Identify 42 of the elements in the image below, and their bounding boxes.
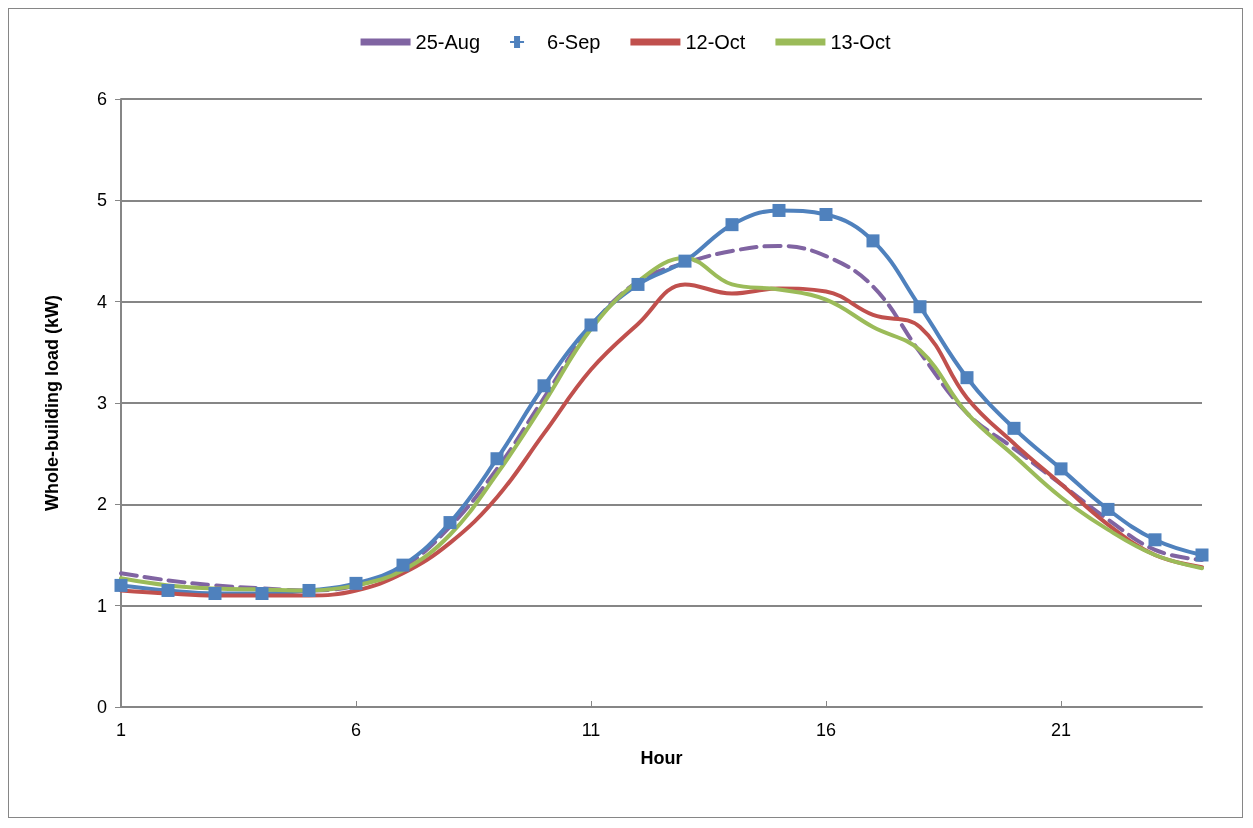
x-tick-label: 16 (815, 720, 837, 740)
x-tick-label: 6 (350, 720, 362, 740)
x-tick-label: 1 (115, 720, 127, 740)
point (208, 587, 222, 601)
y-tick-label: 1 (96, 595, 107, 616)
point (913, 300, 927, 314)
point (490, 452, 504, 466)
point (772, 203, 786, 217)
point (819, 208, 833, 222)
point (161, 583, 175, 597)
point (584, 318, 598, 332)
point (1101, 502, 1115, 516)
point (1148, 533, 1162, 547)
x-axis-title: Hour (640, 748, 683, 768)
legend-label: 25-Aug (415, 31, 481, 53)
point (631, 277, 645, 291)
point (302, 583, 316, 597)
point (443, 516, 457, 530)
legend-label: 13-Oct (830, 31, 891, 53)
legend-label: 12-Oct (685, 31, 746, 53)
x-tick-label: 11 (581, 720, 601, 740)
point (396, 558, 410, 572)
y-tick-label: 5 (96, 190, 107, 211)
point (349, 576, 363, 590)
x-tick-label: 21 (1050, 720, 1072, 740)
point (1054, 462, 1068, 476)
y-tick-label: 4 (96, 291, 107, 312)
point (725, 218, 739, 232)
y-tick-label: 2 (96, 494, 107, 515)
point (866, 234, 880, 248)
y-tick-label: 6 (96, 89, 107, 109)
legend-label: 6-Sep (547, 31, 601, 53)
point (678, 254, 692, 268)
y-tick-label: 3 (96, 393, 107, 413)
y-tick-label: 0 (96, 697, 107, 717)
y-axis-title: Whole-building load (kW) (42, 295, 62, 511)
point (960, 371, 974, 385)
point (255, 587, 269, 601)
point (1007, 421, 1021, 435)
point (537, 379, 551, 393)
point (1195, 548, 1209, 562)
point (114, 578, 128, 592)
